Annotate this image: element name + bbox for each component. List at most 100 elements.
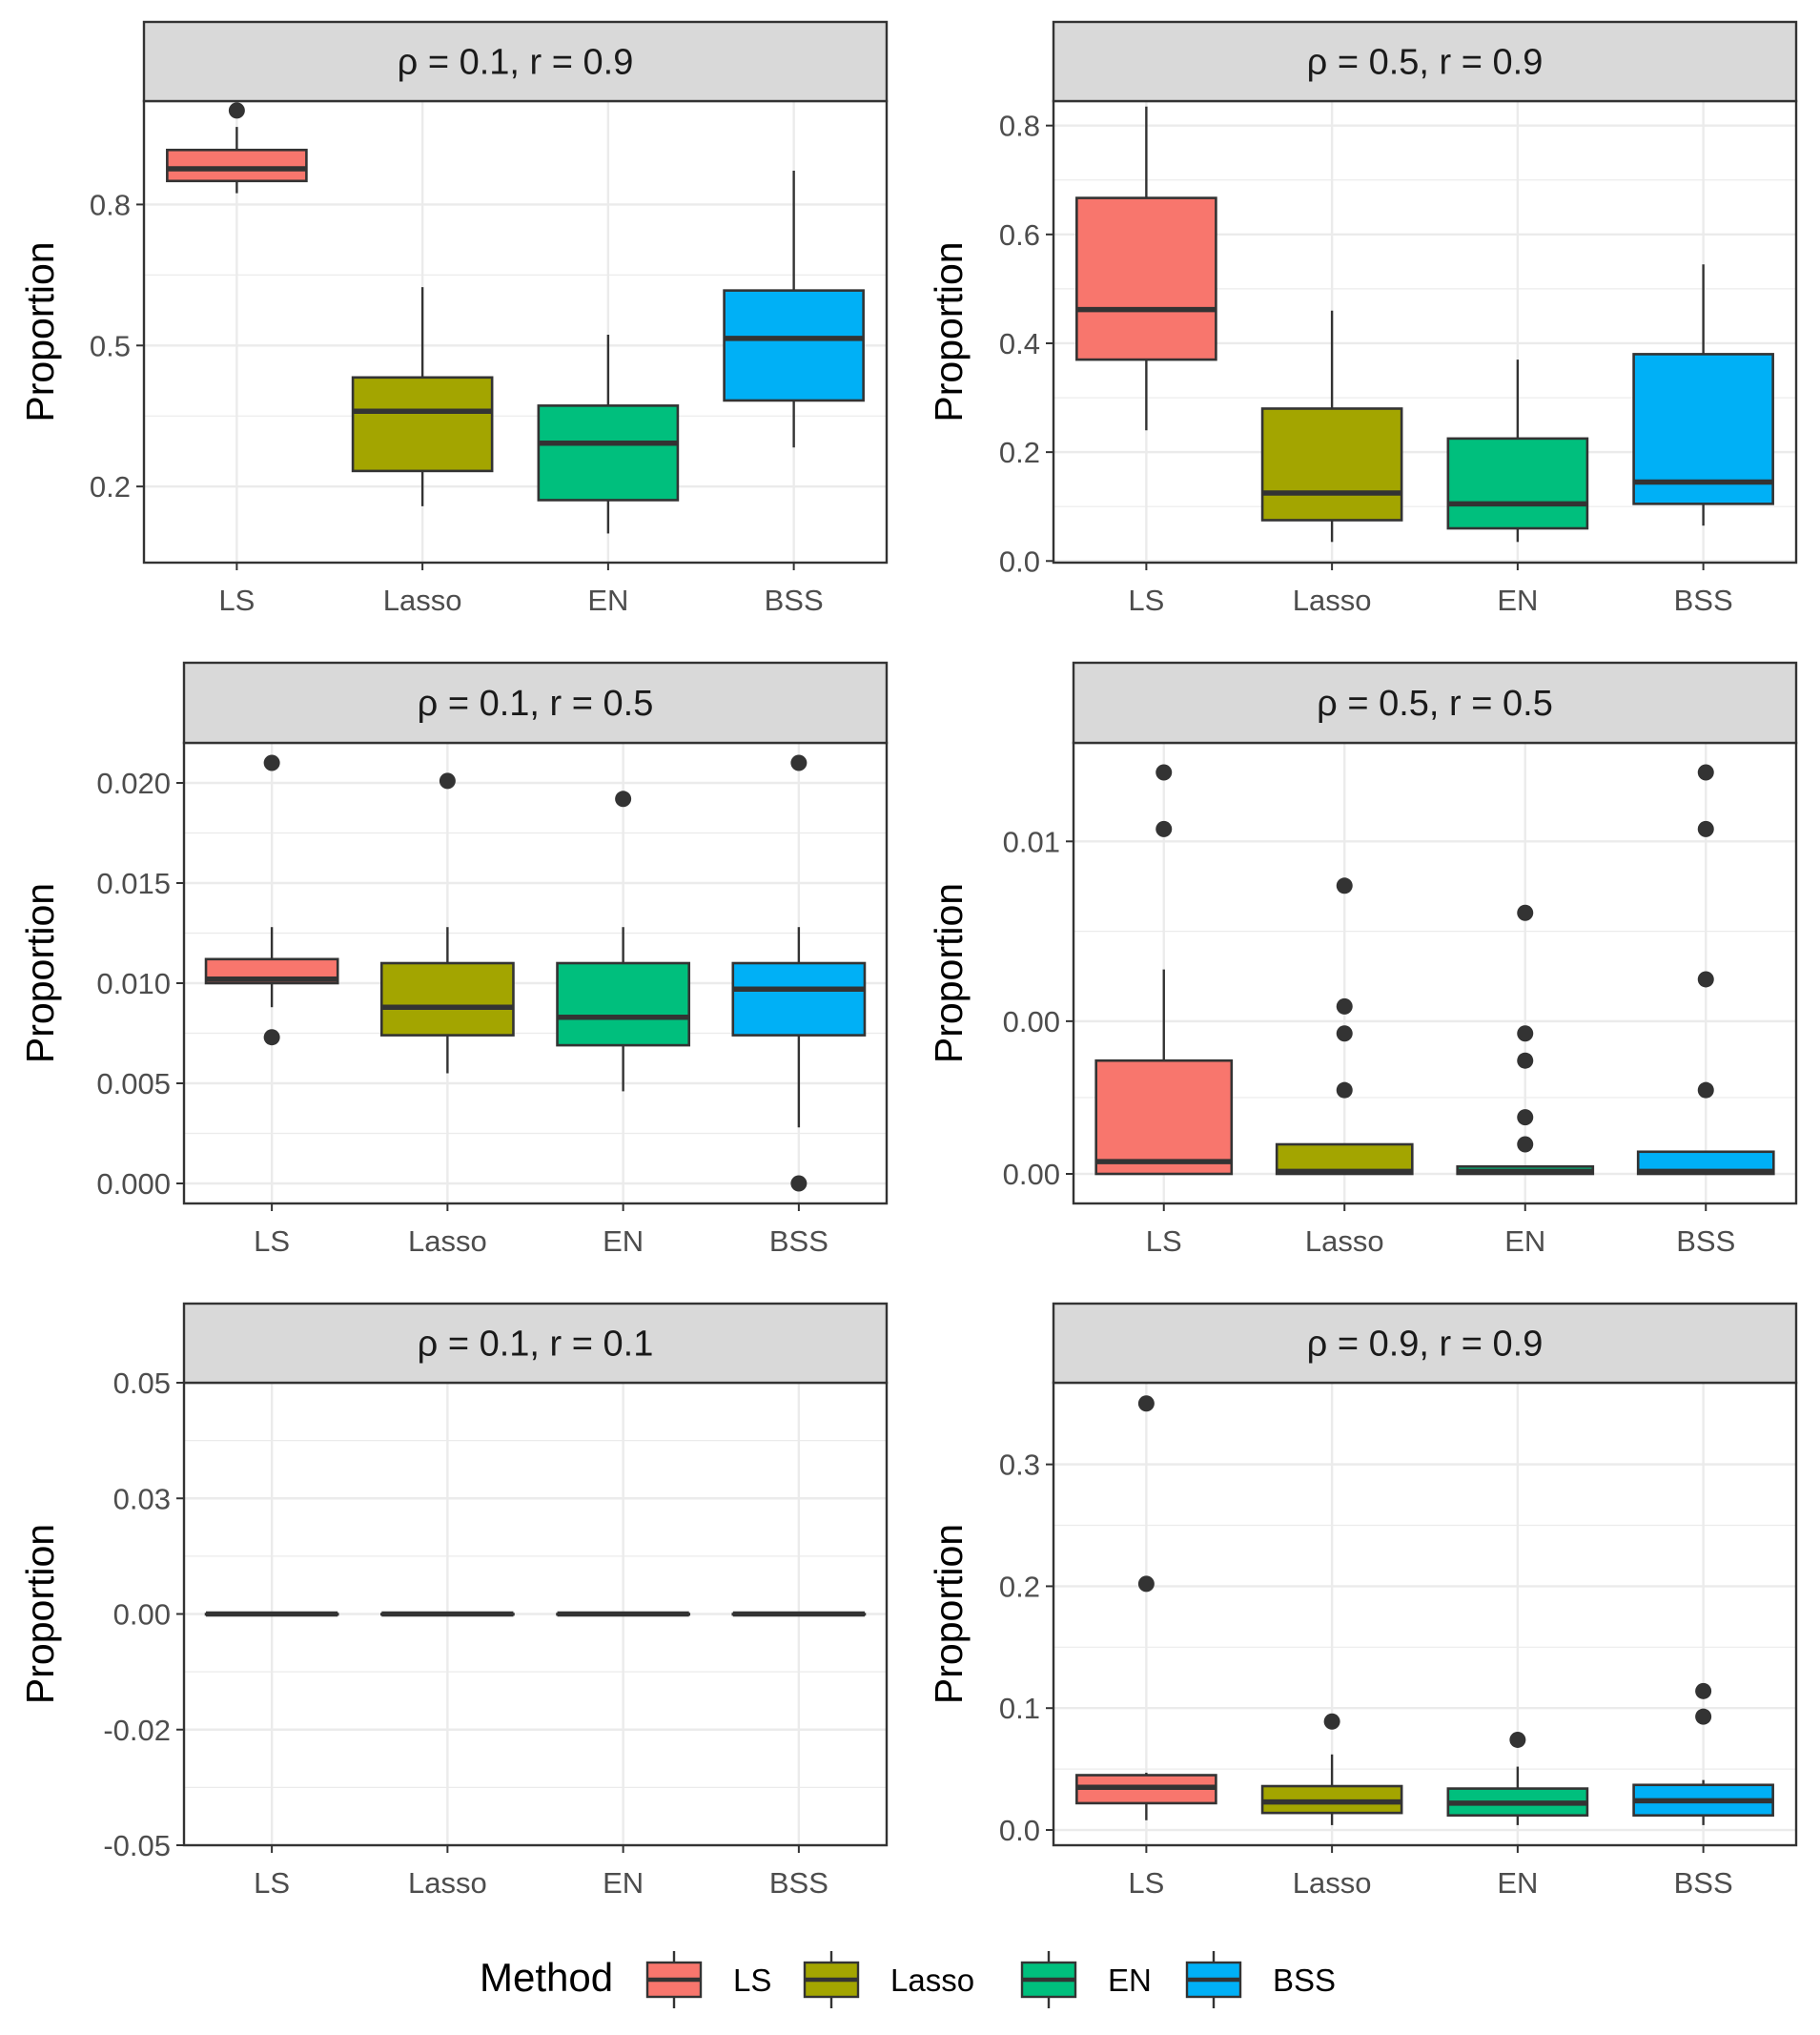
strip-background bbox=[1052, 20, 1798, 103]
strip-background bbox=[1072, 661, 1798, 745]
box-iqr bbox=[1446, 437, 1589, 530]
x-tick-label: EN bbox=[603, 1866, 644, 1900]
box-bss bbox=[731, 754, 867, 1192]
outlier-point bbox=[1517, 1109, 1534, 1126]
legend-items: LS Lasso EN BSS bbox=[645, 1951, 1336, 2008]
y-tick-label: 0.0 bbox=[999, 1814, 1040, 1847]
box-iqr bbox=[1075, 196, 1217, 361]
outlier-point bbox=[1517, 1025, 1534, 1042]
y-tick-label: 0.00 bbox=[113, 1598, 171, 1632]
box-iqr bbox=[723, 289, 865, 402]
x-tick-label: EN bbox=[1497, 584, 1538, 617]
outlier-point bbox=[1697, 1081, 1714, 1099]
box-lasso bbox=[1260, 310, 1403, 543]
y-tick-label: 0.2 bbox=[999, 1570, 1040, 1603]
x-tick-label: EN bbox=[1497, 1866, 1538, 1900]
panel-6: 0.0 0.1 0.2 0.3 LS Lasso EN BSS ρ = 0.9, r = 0.9… bbox=[927, 1302, 1798, 1900]
outlier-point bbox=[1517, 1136, 1534, 1153]
plot-background bbox=[1053, 1383, 1796, 1845]
box-bss bbox=[1632, 1682, 1774, 1825]
y-tick-label: 0.3 bbox=[999, 1449, 1040, 1482]
legend-label: Lasso bbox=[890, 1963, 974, 1998]
outlier-point bbox=[1697, 971, 1714, 988]
box-en bbox=[537, 334, 680, 534]
x-tick-label: EN bbox=[603, 1224, 644, 1258]
y-tick-label: 0.03 bbox=[113, 1482, 171, 1515]
x-tick-label: Lasso bbox=[408, 1224, 487, 1258]
panels-group: 0.2 0.5 0.8 LS Lasso EN BSS ρ = 0.1, r = 0.9 Pro… bbox=[18, 20, 1798, 1900]
y-tick-label: -0.05 bbox=[103, 1829, 171, 1862]
outlier-point bbox=[1155, 820, 1173, 837]
panel-title: ρ = 0.9, r = 0.9 bbox=[1307, 1325, 1544, 1365]
outlier-point bbox=[439, 772, 456, 790]
box-iqr bbox=[351, 376, 494, 473]
y-tick-label: 0.0 bbox=[999, 545, 1040, 578]
x-tick-label: Lasso bbox=[1293, 584, 1372, 617]
box-en bbox=[1446, 360, 1589, 543]
panel-2: 0.0 0.2 0.4 0.6 0.8 LS Lasso EN BSS ρ = 0.5, r = … bbox=[927, 20, 1798, 617]
x-tick-label: BSS bbox=[1676, 1224, 1735, 1258]
y-tick-label: 0.05 bbox=[113, 1367, 171, 1400]
outlier-point bbox=[790, 1175, 808, 1192]
outlier-point bbox=[790, 754, 808, 771]
y-axis-title: Proportion bbox=[18, 1524, 62, 1704]
x-tick-label: LS bbox=[218, 584, 255, 617]
box-en bbox=[1456, 904, 1595, 1176]
strip-background bbox=[1052, 1302, 1798, 1385]
y-tick-label: 0.2 bbox=[90, 470, 131, 504]
y-axis-title: Proportion bbox=[927, 883, 971, 1063]
box-iqr bbox=[166, 148, 308, 183]
y-axis-title: Proportion bbox=[18, 241, 62, 421]
box-iqr bbox=[537, 404, 680, 502]
strip-background bbox=[182, 661, 889, 745]
x-tick-label: BSS bbox=[769, 1224, 828, 1258]
x-tick-label: BSS bbox=[769, 1866, 828, 1900]
panel-title: ρ = 0.1, r = 0.5 bbox=[418, 684, 654, 724]
panel-3: 0.000 0.005 0.010 0.015 0.020 LS Lasso EN BSS ρ =… bbox=[18, 661, 889, 1258]
x-tick-label: BSS bbox=[1674, 1866, 1733, 1900]
y-tick-label: 0.015 bbox=[96, 867, 171, 900]
y-tick-label: 0.010 bbox=[96, 967, 171, 1000]
y-axis-title: Proportion bbox=[927, 1524, 971, 1704]
strip-background bbox=[182, 1302, 889, 1385]
panel-4: 0.00 0.00 0.01 LS Lasso EN BSS ρ = 0.5, r = 0.5… bbox=[927, 661, 1798, 1258]
y-tick-label: 0.2 bbox=[999, 436, 1040, 469]
box-en bbox=[1446, 1731, 1589, 1825]
outlier-point bbox=[1336, 877, 1353, 894]
y-tick-label: 0.8 bbox=[999, 110, 1040, 143]
outlier-point bbox=[1336, 1081, 1353, 1099]
box-ls bbox=[204, 1611, 339, 1617]
outlier-point bbox=[1695, 1682, 1712, 1699]
panel-5: -0.05 -0.02 0.00 0.03 0.05 LS Lasso EN BSS ρ = 0.… bbox=[18, 1302, 889, 1900]
box-iqr bbox=[379, 961, 515, 1037]
x-tick-label: LS bbox=[254, 1224, 290, 1258]
outlier-point bbox=[1509, 1731, 1526, 1748]
x-tick-label: Lasso bbox=[408, 1866, 487, 1900]
legend: Method LS Lasso EN BSS bbox=[480, 1951, 1336, 2008]
y-axis-title: Proportion bbox=[18, 883, 62, 1063]
legend-title: Method bbox=[480, 1955, 613, 2000]
outlier-point bbox=[1517, 904, 1534, 921]
legend-label: LS bbox=[733, 1963, 771, 1998]
outlier-point bbox=[1155, 764, 1173, 781]
outlier-point bbox=[1323, 1713, 1340, 1730]
legend-label: BSS bbox=[1273, 1963, 1336, 1998]
legend-item-bss: BSS bbox=[1185, 1951, 1336, 2008]
legend-item-ls: LS bbox=[645, 1951, 771, 2008]
x-tick-label: Lasso bbox=[1305, 1224, 1384, 1258]
box-lasso bbox=[1275, 877, 1414, 1176]
y-tick-label: 0.00 bbox=[1003, 1158, 1060, 1191]
y-tick-label: 0.000 bbox=[96, 1167, 171, 1201]
box-iqr bbox=[1094, 1059, 1234, 1176]
outlier-point bbox=[1336, 997, 1353, 1015]
box-lasso bbox=[379, 772, 515, 1074]
box-ls bbox=[1094, 764, 1234, 1176]
box-lasso bbox=[1260, 1713, 1403, 1825]
panel-title: ρ = 0.5, r = 0.5 bbox=[1317, 684, 1553, 724]
outlier-point bbox=[263, 1029, 280, 1046]
box-ls bbox=[166, 102, 308, 194]
box-en bbox=[556, 1611, 691, 1617]
outlier-point bbox=[615, 791, 632, 808]
y-tick-label: 0.01 bbox=[1003, 825, 1060, 858]
y-tick-label: 0.1 bbox=[999, 1692, 1040, 1725]
